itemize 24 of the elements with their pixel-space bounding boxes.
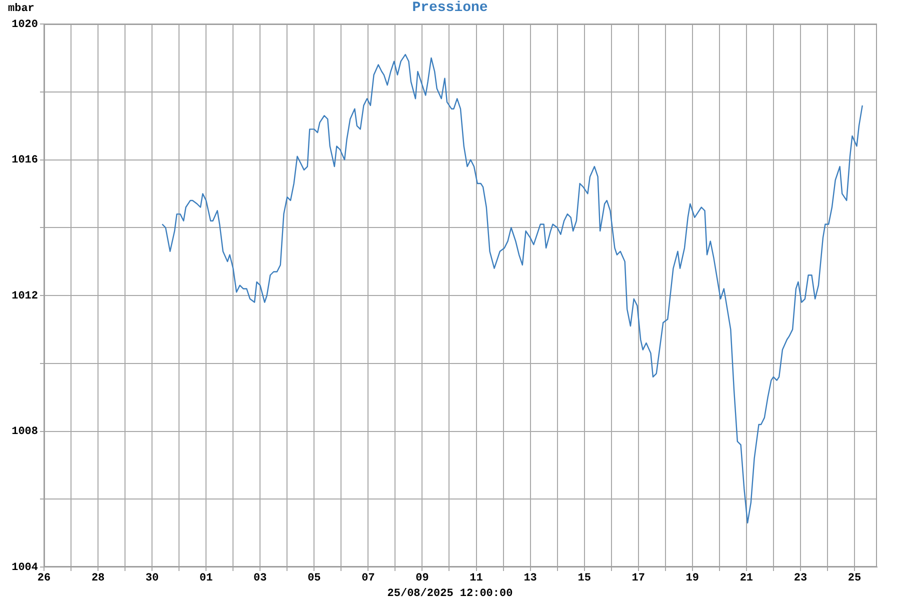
y-tick-label: 1020 [12, 18, 38, 31]
x-tick-label: 17 [632, 572, 645, 584]
x-tick-label: 15 [578, 572, 592, 584]
x-tick-label: 19 [686, 572, 699, 584]
y-tick-label: 1008 [12, 426, 38, 438]
x-tick-label: 03 [254, 572, 268, 584]
x-tick-label: 01 [199, 572, 214, 584]
x-tick-label: 11 [470, 572, 484, 584]
x-tick-label: 28 [91, 572, 106, 584]
y-tick-label: 1012 [12, 290, 38, 302]
x-tick-label: 25 [848, 572, 862, 584]
y-tick-label: 1004 [12, 562, 38, 574]
y-axis-title: mbar [8, 3, 34, 15]
x-tick-label: 05 [308, 572, 322, 584]
x-axis-title: 25/08/2025 12:00:00 [386, 588, 514, 600]
x-tick-label: 23 [794, 572, 808, 584]
x-tick-label: 26 [37, 572, 51, 584]
x-tick-label: 30 [145, 572, 159, 584]
x-tick-label: 07 [362, 572, 375, 584]
chart-title: Pressione [412, 0, 488, 16]
x-tick-label: 21 [740, 572, 754, 584]
y-tick-label: 1016 [12, 154, 38, 167]
x-tick-label: 09 [416, 572, 429, 584]
x-tick-label: 13 [524, 572, 538, 584]
